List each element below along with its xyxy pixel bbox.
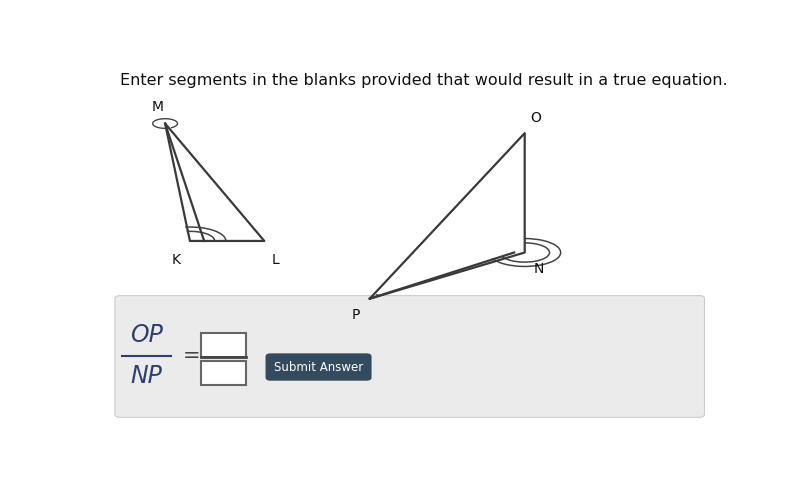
Bar [201, 362, 246, 386]
Text: NP: NP [130, 364, 162, 388]
Bar [201, 334, 246, 357]
Text: M: M [152, 100, 164, 114]
Text: Submit Answer: Submit Answer [274, 360, 363, 374]
Text: OP: OP [130, 324, 163, 347]
Text: O: O [530, 112, 542, 126]
FancyBboxPatch shape [115, 296, 705, 418]
Text: K: K [172, 252, 181, 266]
FancyBboxPatch shape [266, 354, 371, 380]
Text: L: L [271, 252, 279, 266]
Text: Enter segments in the blanks provided that would result in a true equation.: Enter segments in the blanks provided th… [120, 74, 727, 88]
Text: P: P [352, 308, 360, 322]
Text: =: = [183, 346, 201, 366]
Text: N: N [533, 262, 543, 276]
